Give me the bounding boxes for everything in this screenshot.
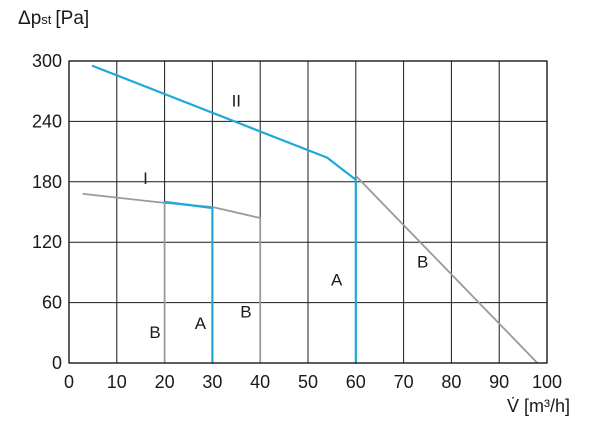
x-tick-label: 80 [441,372,461,392]
y-axis-label-unit: [Pa] [55,8,89,29]
y-tick-label: 240 [32,111,62,131]
x-tick-label: 40 [250,372,270,392]
x-tick-label: 90 [489,372,509,392]
annotation-label: B [417,252,428,271]
y-tick-label: 0 [52,353,62,373]
y-tick-label: 300 [32,51,62,71]
y-axis-label: Δpst [Pa] [18,8,89,29]
y-tick-label: 120 [32,232,62,252]
x-tick-label: 70 [394,372,414,392]
annotation-label: A [331,270,343,289]
series-line-3 [91,64,357,365]
series-line-2 [163,200,214,365]
plot-frame [68,60,548,364]
grid-lines [68,60,548,364]
x-tick-label: 0 [64,372,74,392]
y-axis-label-sub: st [41,12,52,27]
annotation-label: II [232,91,241,110]
tick-labels: 0 10 20 30 40 50 60 70 80 90 100 0 60 120 180 240 300 [32,51,562,392]
series-lines [82,64,539,365]
series-line-4 [354,174,539,364]
x-axis-label: V̇ [m³/h] [507,396,570,416]
x-tick-label: 20 [155,372,175,392]
x-tick-label: 10 [107,372,127,392]
annotation-label: B [240,303,251,322]
y-tick-label: 180 [32,172,62,192]
y-axis-label-main: Δp [18,8,41,29]
x-tick-label: 50 [298,372,318,392]
annotation-label: B [149,323,160,342]
annotation-label: I [143,169,148,188]
series-line-0 [82,192,262,364]
y-tick-label: 60 [42,293,62,313]
x-tick-label: 30 [202,372,222,392]
x-tick-label: 60 [346,372,366,392]
x-tick-label: 100 [532,372,562,392]
annotation-label: A [195,314,207,333]
